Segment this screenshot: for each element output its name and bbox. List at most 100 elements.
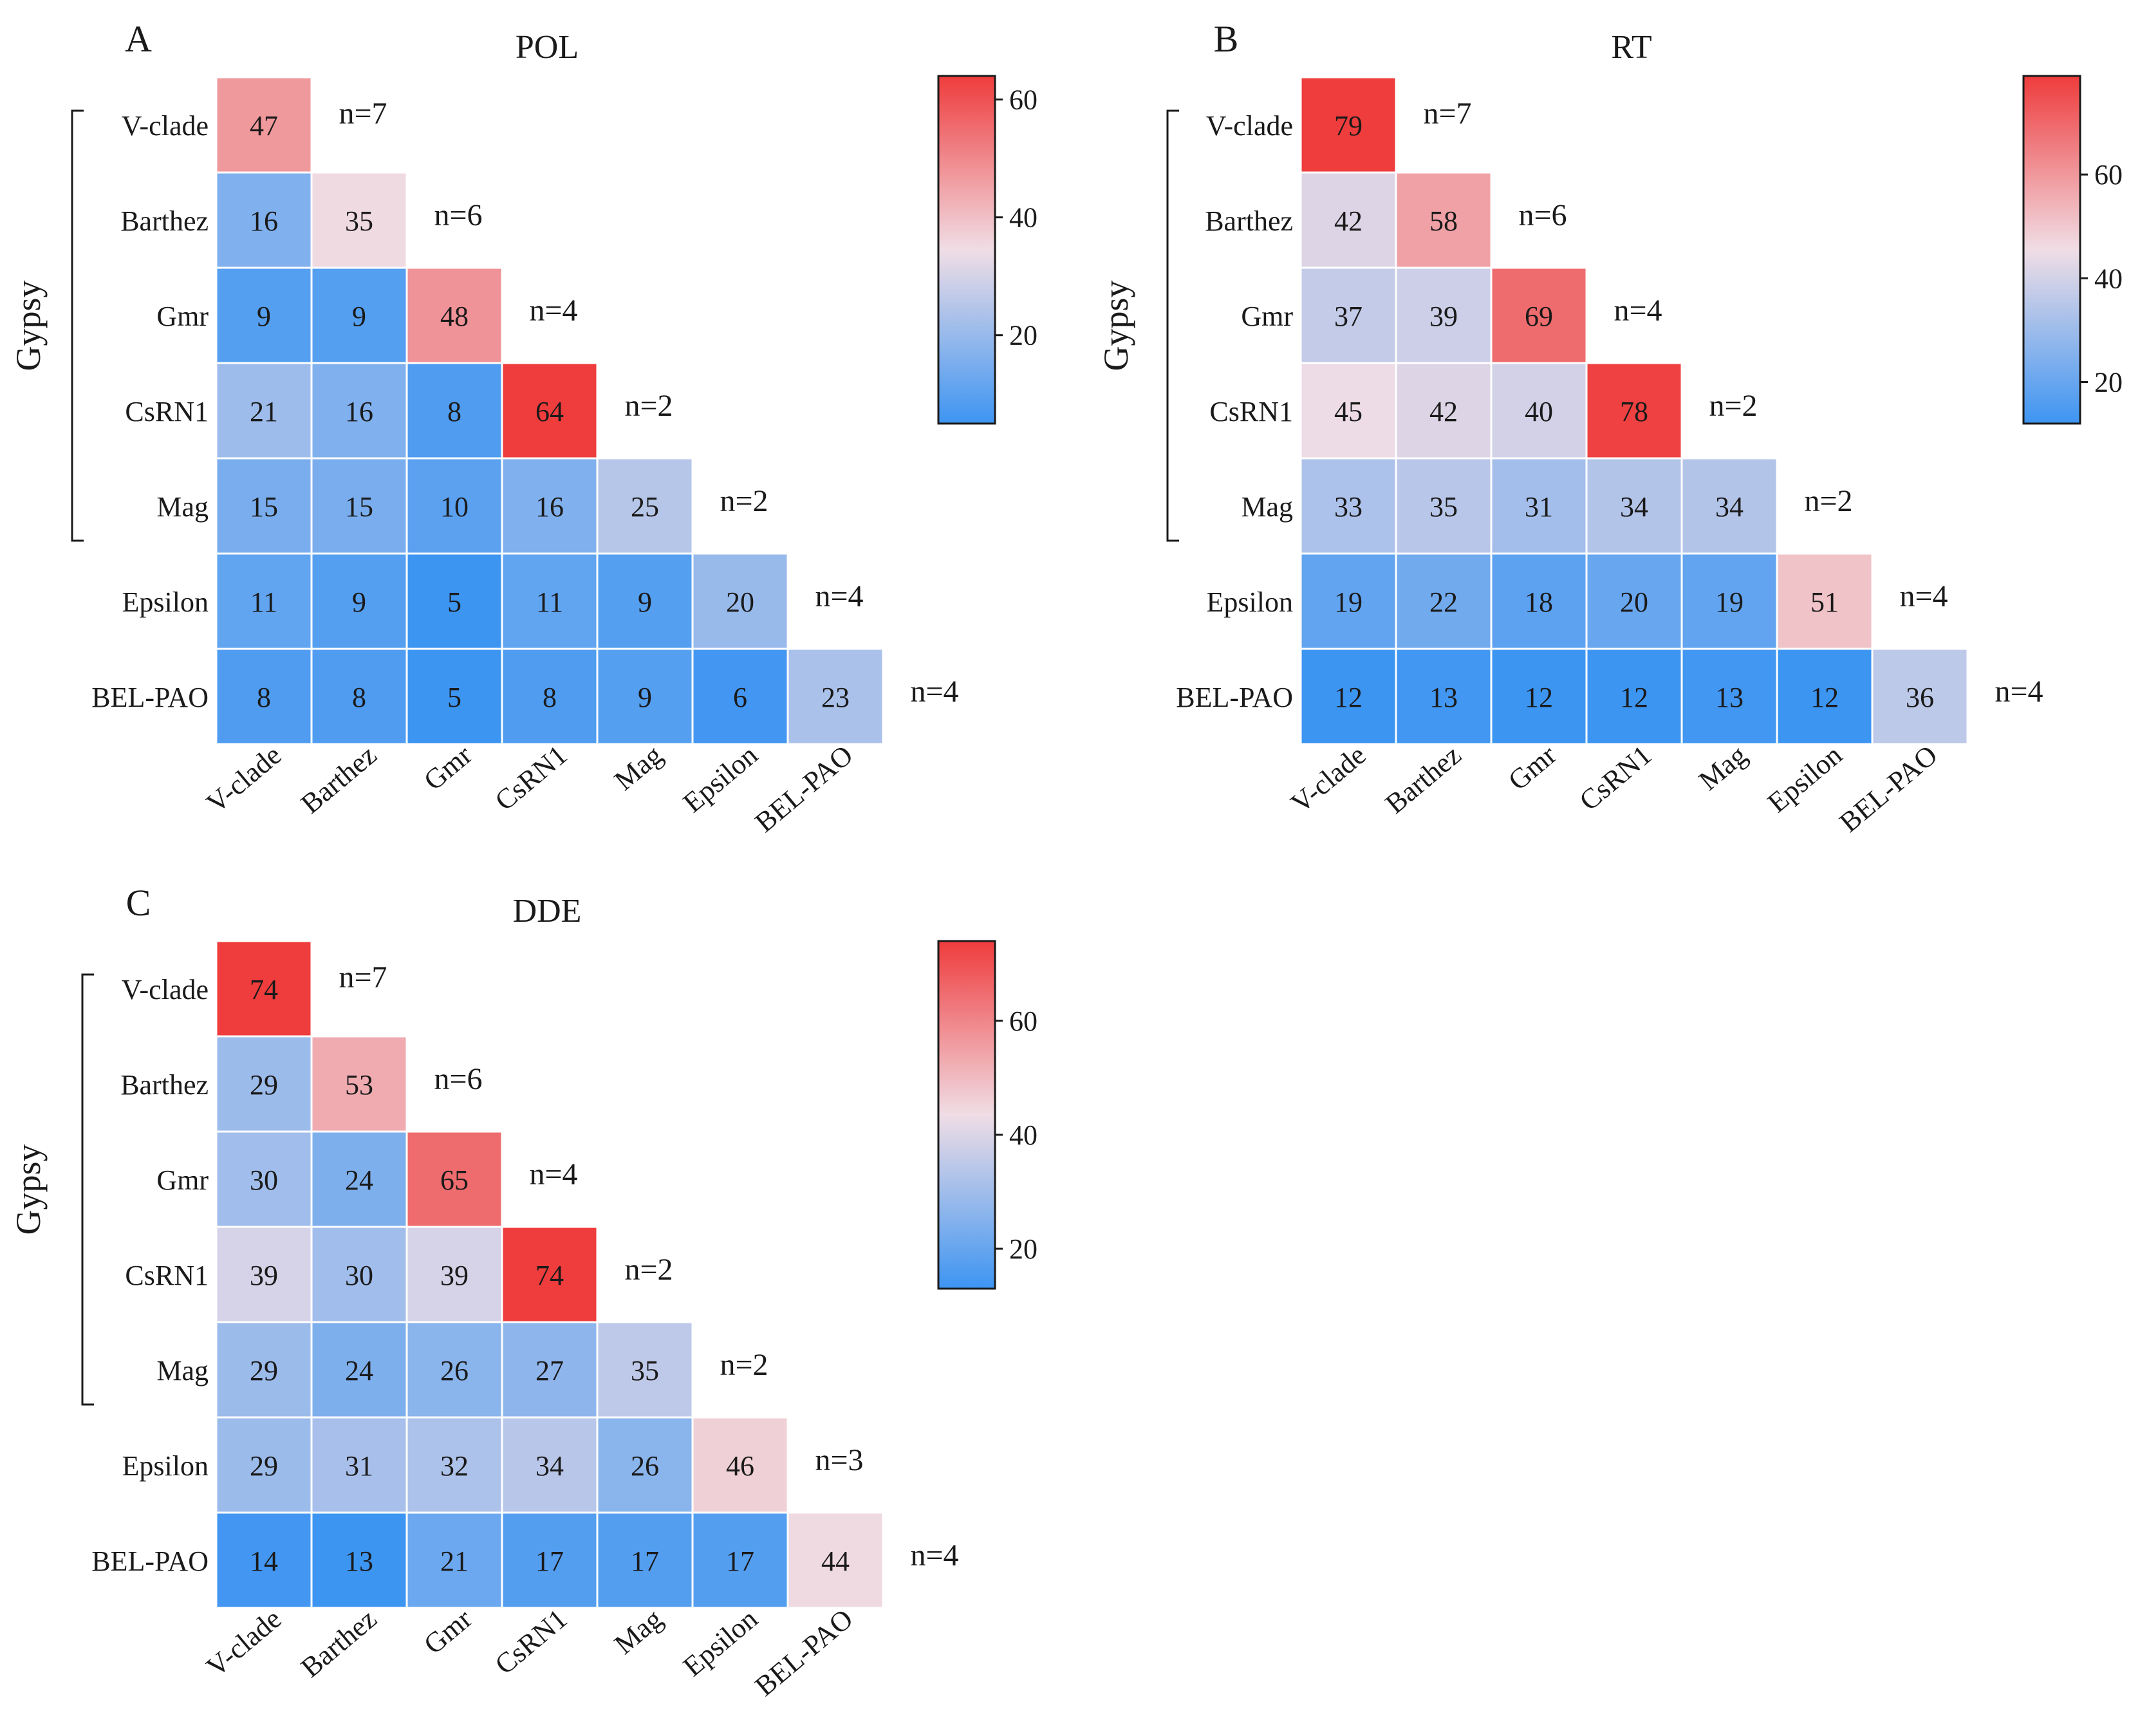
row-label: Barthez [1205, 205, 1293, 237]
colorbar [937, 940, 996, 1290]
colorbar-tick-label: 60 [1009, 84, 1037, 116]
heatmap-cell [1299, 552, 1397, 650]
cell-value-label: 5 [447, 682, 461, 713]
column-label: BEL-PAO [749, 739, 859, 838]
heatmap-cell [1585, 362, 1683, 460]
heatmap-cell [1680, 552, 1778, 650]
cell-value-label: 58 [1429, 205, 1458, 237]
heatmap-cell [1585, 648, 1683, 745]
heatmap-cell [1490, 552, 1588, 650]
cell-value-label: 12 [1334, 682, 1363, 713]
group-label: Gypsy [1097, 280, 1135, 371]
n-count-label: n=7 [1423, 97, 1471, 131]
n-count-label: n=4 [1995, 675, 2043, 709]
column-label: CsRN1 [1574, 739, 1658, 817]
panel-label: C [126, 882, 151, 924]
heatmap-cell [1680, 457, 1778, 555]
cell-value-label: 39 [1429, 301, 1458, 332]
n-count-label: n=2 [624, 1253, 673, 1287]
heatmap-cell [1299, 171, 1397, 269]
cell-value-label: 11 [536, 586, 563, 618]
n-count-label: n=4 [1614, 294, 1662, 328]
cell-value-label: 31 [1525, 491, 1553, 523]
cell-value-label: 8 [447, 396, 461, 427]
cell-value-label: 16 [345, 396, 373, 427]
heatmap-cell [405, 1416, 503, 1514]
cell-value-label: 16 [535, 491, 564, 523]
colorbar-tick-label: 20 [2094, 367, 2123, 398]
heatmap-cell [1299, 76, 1397, 174]
colorbar-tick-label: 20 [1009, 1233, 1037, 1265]
heatmap-cell [501, 648, 599, 745]
row-label: V-clade [122, 110, 209, 142]
cell-value-label: 29 [250, 1069, 278, 1101]
cell-value-label: 12 [1810, 682, 1839, 713]
cell-value-label: 13 [345, 1545, 373, 1577]
row-label: CsRN1 [1209, 396, 1293, 427]
heatmap-panel-b: B RT 79 n=7 42 58 n=6 37 39 69 n=4 45 42 40 78 n=2 33 35 3… [1097, 18, 2123, 838]
heatmap-cell [1776, 648, 1874, 745]
heatmap-cell [501, 1416, 599, 1514]
heatmap-cell [310, 552, 408, 650]
n-count-label: n=4 [815, 579, 863, 613]
group-bracket [81, 973, 94, 1406]
row-label: BEL-PAO [91, 1545, 209, 1577]
column-label: Barthez [295, 739, 382, 819]
colorbar [2022, 75, 2081, 425]
cell-value-label: 34 [1715, 491, 1744, 523]
row-label: Epsilon [1207, 586, 1293, 618]
cell-value-label: 9 [352, 301, 366, 332]
group-bracket [71, 109, 84, 542]
column-label: V-clade [200, 739, 287, 819]
cell-value-label: 79 [1334, 110, 1363, 142]
cell-value-label: 22 [1429, 586, 1458, 618]
cell-value-label: 20 [726, 586, 754, 618]
row-label: V-clade [122, 974, 209, 1005]
cell-value-label: 15 [250, 491, 278, 523]
cell-value-label: 27 [535, 1355, 564, 1386]
cell-value-label: 29 [250, 1355, 278, 1386]
heatmap-cell [405, 552, 503, 650]
cell-value-label: 17 [535, 1545, 564, 1577]
colorbar-tick-label: 40 [1009, 1119, 1037, 1151]
colorbar-tick-label: 40 [1009, 202, 1037, 234]
n-count-label: n=6 [1518, 198, 1567, 232]
n-count-label: n=2 [1709, 389, 1757, 423]
column-label: Gmr [418, 739, 478, 797]
column-label: Mag [608, 1603, 668, 1660]
colorbar-tick-label: 20 [1009, 320, 1037, 351]
colorbar [937, 75, 996, 425]
heatmap-cell [1776, 552, 1874, 650]
cell-value-label: 19 [1715, 586, 1744, 618]
row-label: CsRN1 [125, 1260, 209, 1291]
cell-value-label: 11 [250, 586, 277, 618]
colorbar-tick-label: 60 [1009, 1005, 1037, 1037]
group-label: Gypsy [9, 1144, 48, 1235]
cell-value-label: 18 [1525, 586, 1553, 618]
heatmap-cell [1585, 552, 1683, 650]
n-count-label: n=4 [529, 294, 577, 328]
cell-value-label: 8 [257, 682, 271, 713]
heatmap-cell [310, 1321, 408, 1419]
cell-value-label: 14 [250, 1545, 278, 1577]
heatmap-cell [310, 362, 408, 460]
cell-value-label: 78 [1620, 396, 1648, 427]
cell-value-label: 74 [250, 974, 278, 1005]
cell-value-label: 32 [440, 1450, 469, 1482]
row-label: Barthez [120, 205, 209, 237]
n-count-label: n=2 [624, 389, 673, 423]
cell-value-label: 44 [821, 1545, 850, 1577]
cell-value-label: 26 [440, 1355, 469, 1386]
heatmap-cell [501, 552, 599, 650]
heatmap-cell [1490, 457, 1588, 555]
group-bracket [1166, 109, 1179, 542]
n-count-label: n=7 [339, 97, 387, 131]
column-label: Mag [608, 739, 668, 796]
cell-value-label: 65 [440, 1164, 469, 1196]
heatmap-cell [310, 648, 408, 745]
cell-value-label: 29 [250, 1450, 278, 1482]
heatmap-panel-a: A POL 47 n=7 16 35 n=6 9 9 48 n=4 21 16 8 64 n=2 15 15 10 1… [9, 18, 1037, 838]
cell-value-label: 34 [1620, 491, 1648, 523]
panel-label: A [125, 18, 152, 60]
cell-value-label: 47 [250, 110, 278, 142]
